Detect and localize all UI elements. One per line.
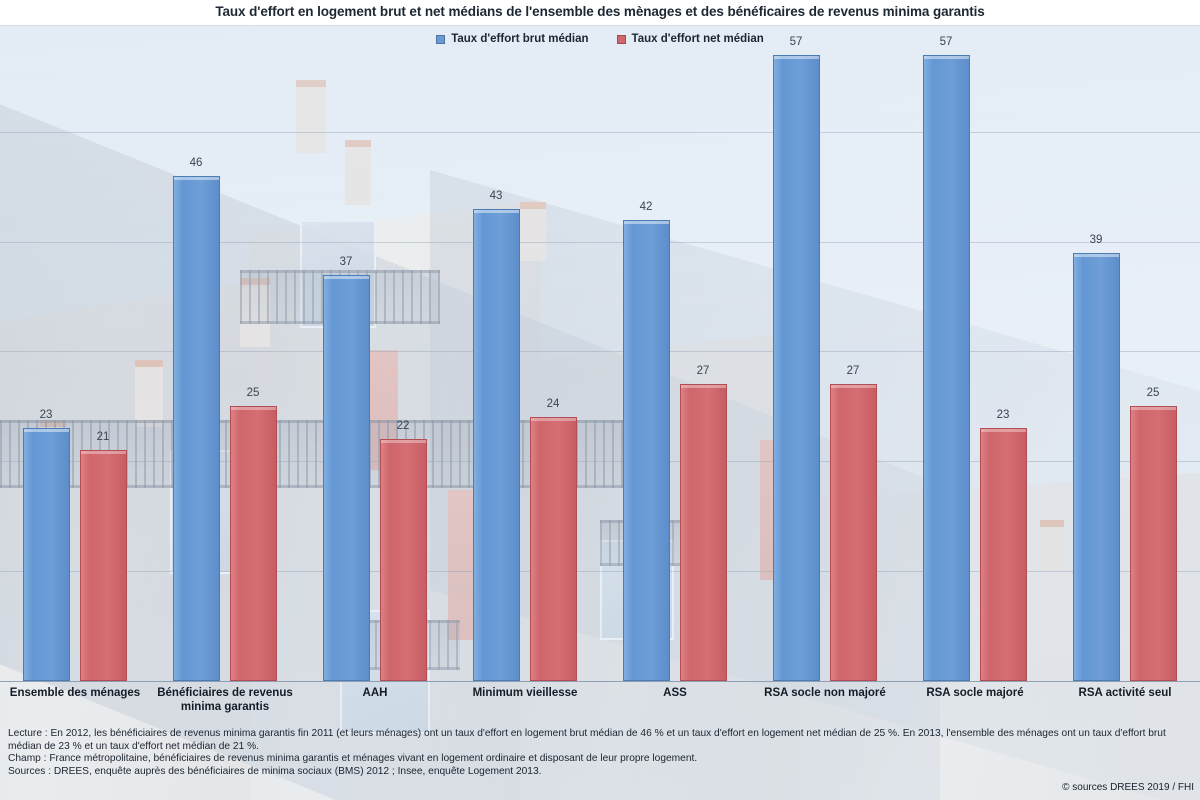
title-bar	[0, 0, 1200, 26]
x-axis-tick-labels: Ensemble des ménages Bénéficiaires de rev…	[0, 686, 1200, 728]
x-axis-label: Bénéficiaires de revenus minima garantis	[157, 687, 293, 713]
bar-net[interactable]	[1130, 406, 1177, 681]
bar-value-label: 27	[696, 365, 710, 378]
square-swatch-icon	[616, 34, 626, 44]
x-axis-label: Minimum vieillesse	[472, 687, 578, 699]
bar-value-label: 21	[96, 431, 110, 444]
bar-brut[interactable]	[473, 208, 520, 681]
bar-value-label: 42	[639, 200, 653, 213]
gridline	[0, 131, 1200, 133]
copyright-notice: © sources DREES 2019 / FHI	[1062, 782, 1194, 793]
chart-legend: Taux d'effort brut médian Taux d'effort …	[0, 33, 1200, 45]
bar-value-label: 27	[846, 365, 860, 378]
x-axis-label: Ensemble des ménages	[9, 687, 141, 699]
bar-value-label: 57	[789, 35, 803, 48]
bar-value-label: 25	[1146, 387, 1160, 400]
plot-area: 23 21 46 25 37 22 43 24 42 27 57 27 57 23 39 25	[0, 35, 1200, 682]
legend-item-brut[interactable]: Taux d'effort brut médian	[436, 33, 589, 45]
bar-brut[interactable]	[173, 175, 220, 681]
bar-value-label: 57	[939, 35, 953, 48]
gridline	[0, 461, 1200, 463]
x-axis-label: RSA activité seul	[1078, 687, 1172, 699]
bar-value-label: 25	[246, 387, 260, 400]
bar-value-label: 23	[996, 409, 1010, 422]
bar-value-label: 43	[489, 189, 503, 202]
bar-value-label: 24	[546, 398, 560, 411]
x-axis-label: RSA socle non majoré	[764, 687, 886, 699]
bar-brut[interactable]	[23, 428, 70, 681]
page-title: Taux d'effort en logement brut et net mé…	[215, 4, 985, 19]
bar-net[interactable]	[80, 450, 127, 681]
bar-net[interactable]	[380, 439, 427, 681]
footnote-champ: Champ : France métropolitaine, bénéficia…	[8, 753, 698, 765]
bar-brut[interactable]	[773, 54, 820, 681]
bar-net[interactable]	[980, 428, 1027, 681]
gridline	[0, 241, 1200, 243]
footnote-lecture: Lecture : En 2012, les bénéficiaires de …	[8, 728, 1166, 752]
bar-net[interactable]	[230, 406, 277, 681]
footnote-sources: Sources : DREES, enquête auprès des béné…	[8, 765, 542, 777]
legend-label-brut: Taux d'effort brut médian	[451, 33, 589, 45]
footnotes: Lecture : En 2012, les bénéficiaires de …	[8, 728, 1192, 778]
bar-value-label: 39	[1089, 233, 1103, 246]
bar-value-label: 37	[339, 255, 353, 268]
bar-brut[interactable]	[323, 274, 370, 681]
legend-item-net[interactable]: Taux d'effort net médian	[616, 33, 764, 45]
x-axis-label: AAH	[362, 687, 388, 699]
legend-label-net: Taux d'effort net médian	[631, 33, 764, 45]
x-axis-label: ASS	[663, 687, 687, 699]
gridline	[0, 351, 1200, 353]
bar-value-label: 23	[39, 409, 53, 422]
bar-net[interactable]	[530, 417, 577, 681]
bar-brut[interactable]	[923, 54, 970, 681]
bar-value-label: 46	[189, 156, 203, 169]
bar-net[interactable]	[830, 384, 877, 681]
gridline	[0, 571, 1200, 573]
x-axis-label: RSA socle majoré	[926, 687, 1024, 699]
square-swatch-icon	[436, 34, 446, 44]
x-axis-line	[0, 681, 1200, 682]
bar-net[interactable]	[680, 384, 727, 681]
bar-brut[interactable]	[623, 219, 670, 681]
bar-brut[interactable]	[1073, 252, 1120, 681]
bar-value-label: 22	[396, 420, 410, 433]
